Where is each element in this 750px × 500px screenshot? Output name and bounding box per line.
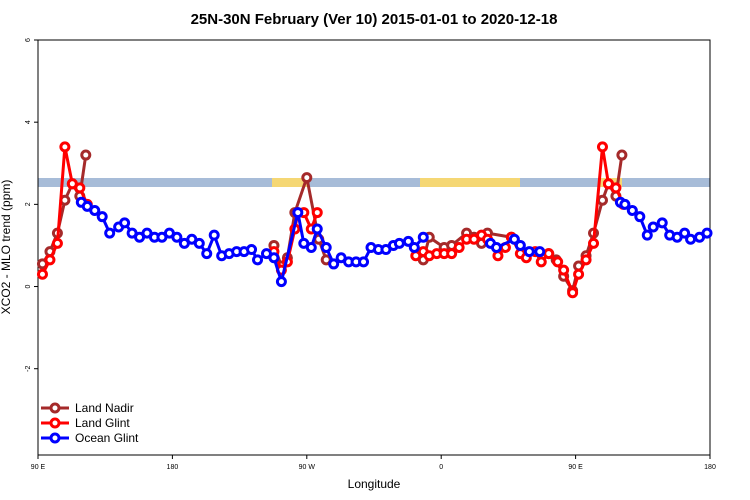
data-point [543, 248, 555, 260]
x-tick-label: 90 E [31, 464, 46, 471]
data-point [573, 268, 585, 280]
data-point [393, 237, 405, 249]
data-point [634, 211, 646, 223]
x-tick-label: 90 E [568, 464, 583, 471]
data-point [80, 149, 92, 161]
data-point [588, 237, 600, 249]
data-point [641, 229, 653, 241]
data-point [490, 242, 502, 253]
data-point [534, 246, 546, 258]
data-point [104, 227, 116, 239]
data-point [252, 254, 264, 266]
data-point [358, 256, 370, 268]
data-point [417, 231, 429, 243]
data-point [208, 229, 220, 241]
x-tick-label: 180 [704, 464, 716, 471]
data-point [311, 223, 323, 235]
data-point [558, 264, 570, 276]
data-point [328, 258, 340, 270]
data-point [679, 227, 691, 239]
data-point [610, 182, 622, 194]
data-point [201, 248, 213, 260]
legend-label: Land Nadir [75, 401, 134, 415]
y-tick-label: 4 [25, 120, 32, 124]
data-point [292, 207, 304, 219]
data-point [193, 237, 205, 249]
data-point [268, 252, 280, 264]
series [75, 196, 713, 288]
data-point [402, 235, 414, 247]
land-strip [272, 178, 308, 187]
x-tick-label: 0 [439, 464, 443, 471]
data-point [647, 221, 659, 233]
y-tick-label: 6 [25, 38, 32, 42]
x-tick-label: 90 W [299, 464, 316, 471]
data-point [580, 254, 592, 266]
data-point [171, 231, 183, 243]
data-point [616, 149, 628, 161]
data-point [305, 242, 317, 253]
data-point [492, 250, 504, 262]
data-point [246, 244, 258, 256]
data-point [311, 207, 323, 219]
y-tick-label: 2 [25, 202, 32, 206]
data-point [508, 233, 520, 245]
data-point [685, 233, 697, 245]
data-point [44, 254, 56, 266]
data-point [36, 268, 48, 280]
legend-label: Ocean Glint [75, 431, 139, 445]
data-point [446, 248, 458, 260]
y-tick-label: 0 [25, 284, 32, 288]
legend-label: Land Glint [75, 416, 130, 430]
data-point [626, 205, 638, 217]
data-point [275, 276, 287, 288]
data-point [535, 256, 547, 268]
plot-frame [37, 39, 711, 456]
data-point [701, 227, 713, 239]
chart-title: 25N-30N February (Ver 10) 2015-01-01 to … [191, 11, 558, 28]
legend-marker [49, 402, 61, 414]
data-point [89, 205, 101, 217]
y-tick-label: -2 [25, 365, 32, 371]
data-point [408, 242, 420, 253]
data-point [552, 256, 564, 268]
data-point [567, 287, 579, 299]
data-point [51, 237, 63, 249]
ocean-strip [38, 178, 710, 187]
data-point [523, 246, 535, 258]
data-point [514, 239, 526, 251]
data-point [596, 141, 608, 153]
data-point [119, 217, 131, 229]
data-point [301, 172, 313, 184]
legend-marker [49, 417, 61, 429]
data-point [96, 211, 108, 223]
y-axis-label: XCO2 - MLO trend (ppm) [0, 180, 13, 315]
data-point [59, 141, 71, 153]
land-strip [420, 178, 520, 187]
x-tick-label: 180 [167, 464, 179, 471]
data-point [656, 217, 668, 229]
x-axis-label: Longitude [348, 477, 401, 491]
data-point [453, 242, 465, 253]
data-point [596, 194, 608, 206]
data-point [74, 182, 86, 194]
data-point [619, 198, 631, 210]
data-point [320, 242, 332, 253]
legend-marker [49, 432, 61, 444]
